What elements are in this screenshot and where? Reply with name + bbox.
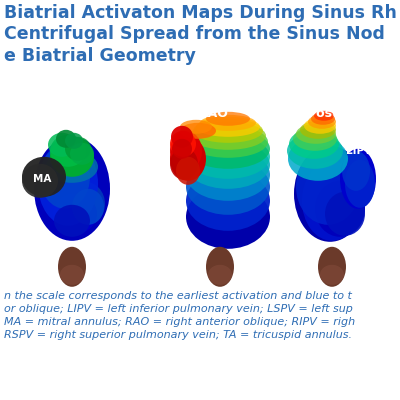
Ellipse shape bbox=[200, 115, 256, 131]
Ellipse shape bbox=[60, 265, 84, 285]
Ellipse shape bbox=[54, 205, 90, 237]
Ellipse shape bbox=[304, 118, 336, 134]
Ellipse shape bbox=[170, 131, 202, 171]
Text: MA: MA bbox=[33, 174, 51, 184]
Text: Poste: Poste bbox=[308, 107, 347, 120]
Ellipse shape bbox=[208, 265, 232, 285]
Ellipse shape bbox=[58, 247, 86, 287]
Ellipse shape bbox=[186, 141, 270, 189]
Ellipse shape bbox=[186, 135, 270, 179]
Text: O: O bbox=[4, 107, 15, 120]
Ellipse shape bbox=[318, 247, 346, 287]
Ellipse shape bbox=[188, 126, 268, 158]
Ellipse shape bbox=[65, 133, 83, 149]
Ellipse shape bbox=[196, 117, 260, 137]
Ellipse shape bbox=[308, 115, 336, 129]
Ellipse shape bbox=[186, 159, 270, 215]
Ellipse shape bbox=[300, 121, 336, 139]
Ellipse shape bbox=[65, 137, 91, 161]
Text: Biatrial Activaton Maps During Sinus Rh
Centrifugal Spread from the Sinus Nod
e : Biatrial Activaton Maps During Sinus Rh … bbox=[4, 4, 397, 65]
Ellipse shape bbox=[206, 247, 234, 287]
Ellipse shape bbox=[345, 160, 375, 208]
Ellipse shape bbox=[48, 133, 76, 157]
Ellipse shape bbox=[193, 119, 263, 143]
Text: LIPV: LIPV bbox=[346, 146, 372, 156]
Ellipse shape bbox=[314, 111, 334, 121]
Ellipse shape bbox=[56, 130, 76, 148]
Ellipse shape bbox=[180, 123, 216, 139]
Ellipse shape bbox=[170, 148, 198, 180]
Text: n the scale corresponds to the earliest activation and blue to t
or oblique; LIP: n the scale corresponds to the earliest … bbox=[4, 291, 355, 340]
Ellipse shape bbox=[340, 149, 376, 209]
Ellipse shape bbox=[287, 133, 343, 169]
Ellipse shape bbox=[186, 171, 270, 231]
Ellipse shape bbox=[50, 135, 86, 167]
Ellipse shape bbox=[22, 157, 66, 197]
Ellipse shape bbox=[296, 149, 360, 225]
Ellipse shape bbox=[50, 137, 94, 177]
Ellipse shape bbox=[302, 161, 362, 241]
Ellipse shape bbox=[170, 137, 206, 181]
Ellipse shape bbox=[171, 126, 193, 148]
Ellipse shape bbox=[170, 131, 196, 157]
Ellipse shape bbox=[289, 129, 339, 159]
Ellipse shape bbox=[186, 129, 270, 169]
Ellipse shape bbox=[311, 113, 335, 125]
Ellipse shape bbox=[40, 145, 90, 209]
Ellipse shape bbox=[186, 149, 270, 201]
Ellipse shape bbox=[320, 265, 344, 285]
Ellipse shape bbox=[342, 151, 370, 191]
Text: RAO: RAO bbox=[199, 107, 229, 120]
Ellipse shape bbox=[34, 137, 110, 241]
Ellipse shape bbox=[172, 139, 192, 159]
Ellipse shape bbox=[180, 120, 212, 134]
Text: LSPV: LSPV bbox=[346, 129, 376, 139]
Ellipse shape bbox=[296, 124, 336, 144]
Ellipse shape bbox=[325, 192, 365, 236]
Ellipse shape bbox=[294, 146, 366, 242]
Ellipse shape bbox=[38, 142, 98, 226]
Ellipse shape bbox=[176, 157, 200, 185]
Ellipse shape bbox=[46, 151, 98, 183]
Ellipse shape bbox=[315, 181, 365, 237]
Ellipse shape bbox=[53, 194, 97, 234]
Ellipse shape bbox=[190, 122, 266, 150]
Ellipse shape bbox=[70, 143, 94, 165]
Ellipse shape bbox=[72, 189, 104, 225]
Ellipse shape bbox=[65, 182, 105, 226]
Ellipse shape bbox=[288, 137, 348, 181]
Ellipse shape bbox=[206, 112, 250, 126]
Ellipse shape bbox=[293, 127, 337, 151]
Ellipse shape bbox=[22, 164, 58, 198]
Ellipse shape bbox=[186, 185, 270, 249]
